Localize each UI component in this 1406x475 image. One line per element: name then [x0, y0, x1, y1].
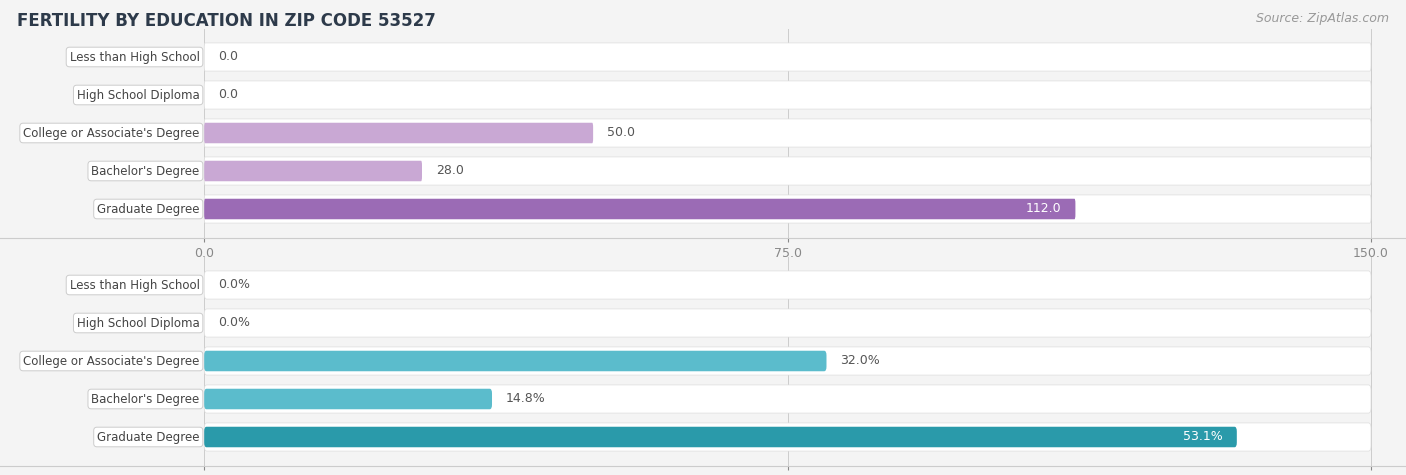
FancyBboxPatch shape: [204, 195, 1371, 223]
Text: 0.0: 0.0: [218, 50, 238, 64]
FancyBboxPatch shape: [204, 199, 1076, 219]
Text: 50.0: 50.0: [607, 126, 636, 140]
Text: Less than High School: Less than High School: [69, 50, 200, 64]
FancyBboxPatch shape: [204, 385, 1371, 413]
FancyBboxPatch shape: [204, 157, 1371, 185]
FancyBboxPatch shape: [204, 161, 422, 181]
Text: 0.0: 0.0: [218, 88, 238, 102]
Text: Bachelor's Degree: Bachelor's Degree: [91, 164, 200, 178]
Text: High School Diploma: High School Diploma: [77, 316, 200, 330]
Text: FERTILITY BY EDUCATION IN ZIP CODE 53527: FERTILITY BY EDUCATION IN ZIP CODE 53527: [17, 12, 436, 30]
Text: College or Associate's Degree: College or Associate's Degree: [22, 126, 200, 140]
FancyBboxPatch shape: [204, 389, 492, 409]
FancyBboxPatch shape: [204, 81, 1371, 109]
FancyBboxPatch shape: [204, 427, 1237, 447]
FancyBboxPatch shape: [204, 43, 1371, 71]
FancyBboxPatch shape: [204, 347, 1371, 375]
Text: Graduate Degree: Graduate Degree: [97, 430, 200, 444]
FancyBboxPatch shape: [204, 423, 1371, 451]
Text: Less than High School: Less than High School: [69, 278, 200, 292]
Text: Graduate Degree: Graduate Degree: [97, 202, 200, 216]
Text: 32.0%: 32.0%: [841, 354, 880, 368]
Text: 28.0: 28.0: [436, 164, 464, 178]
Text: Source: ZipAtlas.com: Source: ZipAtlas.com: [1256, 12, 1389, 25]
Text: 0.0%: 0.0%: [218, 316, 250, 330]
Text: High School Diploma: High School Diploma: [77, 88, 200, 102]
Text: Bachelor's Degree: Bachelor's Degree: [91, 392, 200, 406]
FancyBboxPatch shape: [204, 351, 827, 371]
Text: 53.1%: 53.1%: [1182, 430, 1223, 444]
Text: College or Associate's Degree: College or Associate's Degree: [22, 354, 200, 368]
FancyBboxPatch shape: [204, 123, 593, 143]
Text: 112.0: 112.0: [1026, 202, 1062, 216]
FancyBboxPatch shape: [204, 271, 1371, 299]
FancyBboxPatch shape: [204, 119, 1371, 147]
Text: 14.8%: 14.8%: [506, 392, 546, 406]
Text: 0.0%: 0.0%: [218, 278, 250, 292]
FancyBboxPatch shape: [204, 309, 1371, 337]
